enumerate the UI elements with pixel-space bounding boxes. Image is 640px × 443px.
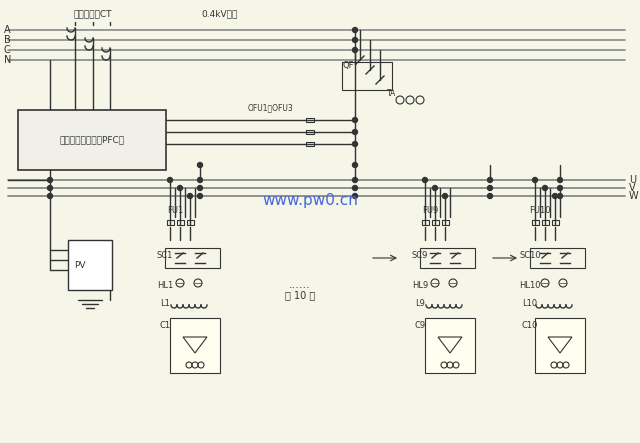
Circle shape: [353, 186, 358, 190]
Circle shape: [198, 186, 202, 190]
Bar: [530, 248, 585, 268]
Circle shape: [47, 194, 52, 198]
Text: FU1: FU1: [167, 206, 183, 214]
Text: ......: ......: [289, 280, 311, 290]
Text: QF: QF: [342, 61, 354, 70]
Text: W: W: [629, 191, 639, 201]
Circle shape: [353, 194, 358, 198]
Circle shape: [353, 27, 358, 32]
Circle shape: [433, 186, 438, 190]
Circle shape: [353, 38, 358, 43]
Circle shape: [488, 178, 493, 183]
Circle shape: [168, 178, 173, 183]
Circle shape: [422, 178, 428, 183]
Circle shape: [532, 178, 538, 183]
Text: PV: PV: [74, 260, 86, 269]
Circle shape: [353, 117, 358, 123]
Text: HL10: HL10: [519, 280, 541, 289]
Bar: [170, 318, 220, 373]
Circle shape: [442, 194, 447, 198]
Text: TA: TA: [387, 89, 397, 97]
Bar: [177, 219, 184, 225]
Text: L10: L10: [522, 299, 538, 307]
Text: N: N: [4, 55, 12, 65]
Text: SC1: SC1: [157, 250, 173, 260]
Text: L9: L9: [415, 299, 425, 307]
Circle shape: [557, 194, 563, 198]
Circle shape: [557, 178, 563, 183]
Text: C10: C10: [522, 320, 538, 330]
Bar: [186, 219, 193, 225]
Text: OFU1～OFU3: OFU1～OFU3: [247, 104, 293, 113]
Circle shape: [552, 194, 557, 198]
Bar: [552, 219, 559, 225]
Text: 0.4kV母线: 0.4kV母线: [202, 9, 238, 19]
Text: FU10: FU10: [529, 206, 551, 214]
Bar: [431, 219, 438, 225]
Circle shape: [488, 194, 493, 198]
Text: L1: L1: [160, 299, 170, 307]
Bar: [422, 219, 429, 225]
Text: C1: C1: [159, 320, 171, 330]
Text: FU9: FU9: [422, 206, 438, 214]
Bar: [425, 318, 475, 373]
Text: 共 10 路: 共 10 路: [285, 290, 315, 300]
Bar: [535, 318, 585, 373]
Bar: [541, 219, 548, 225]
Text: SC9: SC9: [412, 250, 428, 260]
Bar: [306, 118, 314, 122]
Circle shape: [198, 178, 202, 183]
Bar: [342, 62, 392, 90]
Text: B: B: [4, 35, 11, 45]
Bar: [306, 142, 314, 146]
Text: 动态补偿控制器（PFC）: 动态补偿控制器（PFC）: [60, 136, 125, 144]
Circle shape: [198, 163, 202, 167]
Circle shape: [198, 194, 202, 198]
Bar: [18, 110, 166, 170]
Text: V: V: [629, 183, 636, 193]
Bar: [442, 219, 449, 225]
Text: SC10: SC10: [519, 250, 541, 260]
Text: www.pw0.cn: www.pw0.cn: [262, 193, 358, 207]
Circle shape: [353, 178, 358, 183]
Text: U: U: [629, 175, 636, 185]
Circle shape: [488, 186, 493, 190]
Text: HL9: HL9: [412, 280, 428, 289]
Bar: [165, 248, 220, 268]
Circle shape: [353, 129, 358, 135]
Bar: [531, 219, 538, 225]
Circle shape: [353, 47, 358, 53]
Text: 连线电流互CT: 连线电流互CT: [74, 9, 112, 19]
Circle shape: [353, 141, 358, 147]
Text: HL1: HL1: [157, 280, 173, 289]
Bar: [306, 130, 314, 134]
Bar: [166, 219, 173, 225]
Text: A: A: [4, 25, 11, 35]
Circle shape: [353, 163, 358, 167]
Bar: [68, 240, 112, 290]
Circle shape: [47, 178, 52, 183]
Circle shape: [543, 186, 547, 190]
Bar: [420, 248, 475, 268]
Text: C: C: [4, 45, 11, 55]
Circle shape: [177, 186, 182, 190]
Text: C9: C9: [415, 320, 426, 330]
Circle shape: [557, 186, 563, 190]
Circle shape: [188, 194, 193, 198]
Circle shape: [47, 186, 52, 190]
